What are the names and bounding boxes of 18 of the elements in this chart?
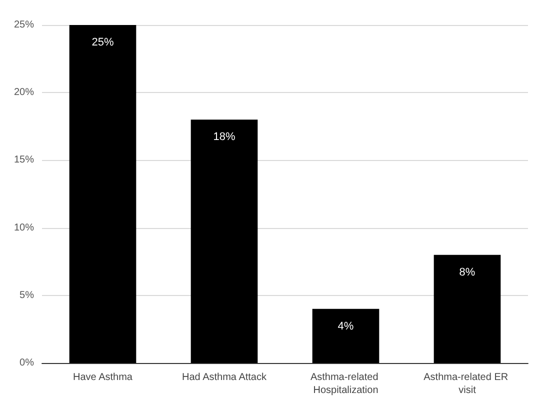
y-tick-label: 15% bbox=[14, 154, 34, 166]
x-tick-label: Asthma-related ER visit bbox=[424, 372, 511, 396]
bar bbox=[69, 25, 136, 363]
y-tick-label: 10% bbox=[14, 222, 34, 234]
data-label: 8% bbox=[459, 266, 476, 278]
y-tick-label: 20% bbox=[14, 87, 34, 98]
y-tick-label: 0% bbox=[20, 358, 34, 368]
x-tick-label: Have Asthma bbox=[73, 372, 133, 383]
data-label: 4% bbox=[338, 320, 354, 332]
y-tick-label: 25% bbox=[14, 20, 34, 30]
data-label: 18% bbox=[213, 131, 236, 144]
bar bbox=[312, 308, 380, 363]
data-label: 25% bbox=[92, 36, 114, 48]
bar bbox=[434, 254, 501, 363]
x-tick-label: Asthma-related Hospitalization bbox=[310, 372, 382, 396]
y-tick-label: 5% bbox=[20, 290, 34, 301]
x-tick-label: Had Asthma Attack bbox=[182, 372, 268, 383]
bar bbox=[190, 120, 258, 363]
